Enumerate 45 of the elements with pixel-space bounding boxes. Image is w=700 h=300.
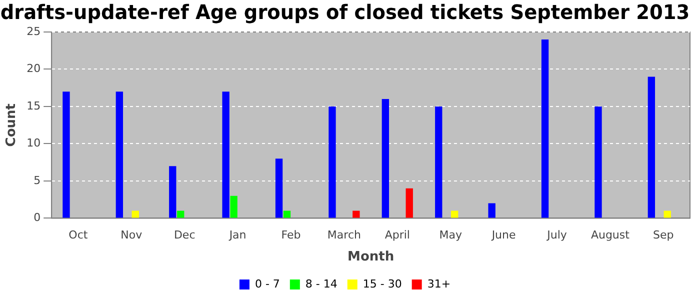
bar <box>275 158 283 218</box>
bar <box>382 99 390 218</box>
chart-title: drafts-update-ref Age groups of closed tickets September 2013 <box>0 0 690 24</box>
x-tick-label: Feb <box>281 228 301 242</box>
x-tick-label: August <box>590 228 630 242</box>
legend-label: 8 - 14 <box>305 277 338 290</box>
bar <box>451 210 458 218</box>
bar <box>406 188 413 218</box>
bar <box>132 210 139 218</box>
y-tick-label: 0 <box>34 211 41 224</box>
bar <box>664 210 671 218</box>
x-tick-label: June <box>490 228 516 242</box>
x-tick-label: Sep <box>653 228 674 242</box>
bar <box>541 39 549 218</box>
y-tick-label: 15 <box>26 99 41 112</box>
x-tick-label: July <box>546 228 568 242</box>
y-axis-title: Count <box>4 104 20 147</box>
legend-label: 0 - 7 <box>254 277 280 290</box>
bar <box>230 196 238 218</box>
x-tick-label: March <box>327 228 361 242</box>
bar <box>435 106 442 218</box>
y-tick-label: 20 <box>26 62 41 76</box>
bar <box>352 210 360 218</box>
bar <box>177 210 184 218</box>
x-tick-label: Dec <box>174 228 196 242</box>
x-tick-label: Oct <box>68 228 88 242</box>
bar <box>62 92 70 218</box>
y-tick-label: 25 <box>26 24 41 38</box>
bar <box>283 210 291 218</box>
bar <box>116 92 124 218</box>
x-tick-label: Jan <box>228 228 246 242</box>
bar <box>222 92 230 218</box>
legend-label: 31+ <box>427 277 451 290</box>
bar <box>328 106 336 218</box>
bar <box>648 76 656 218</box>
bar <box>488 203 496 218</box>
bar <box>169 166 176 218</box>
y-tick-label: 10 <box>26 136 41 150</box>
bar <box>594 106 602 218</box>
legend-label: 15 - 30 <box>362 277 402 290</box>
x-tick-label: April <box>384 228 410 242</box>
y-tick-label: 5 <box>34 174 41 187</box>
x-tick-label: May <box>439 228 462 242</box>
x-tick-label: Nov <box>120 228 143 242</box>
x-axis-title: Month <box>348 250 394 265</box>
